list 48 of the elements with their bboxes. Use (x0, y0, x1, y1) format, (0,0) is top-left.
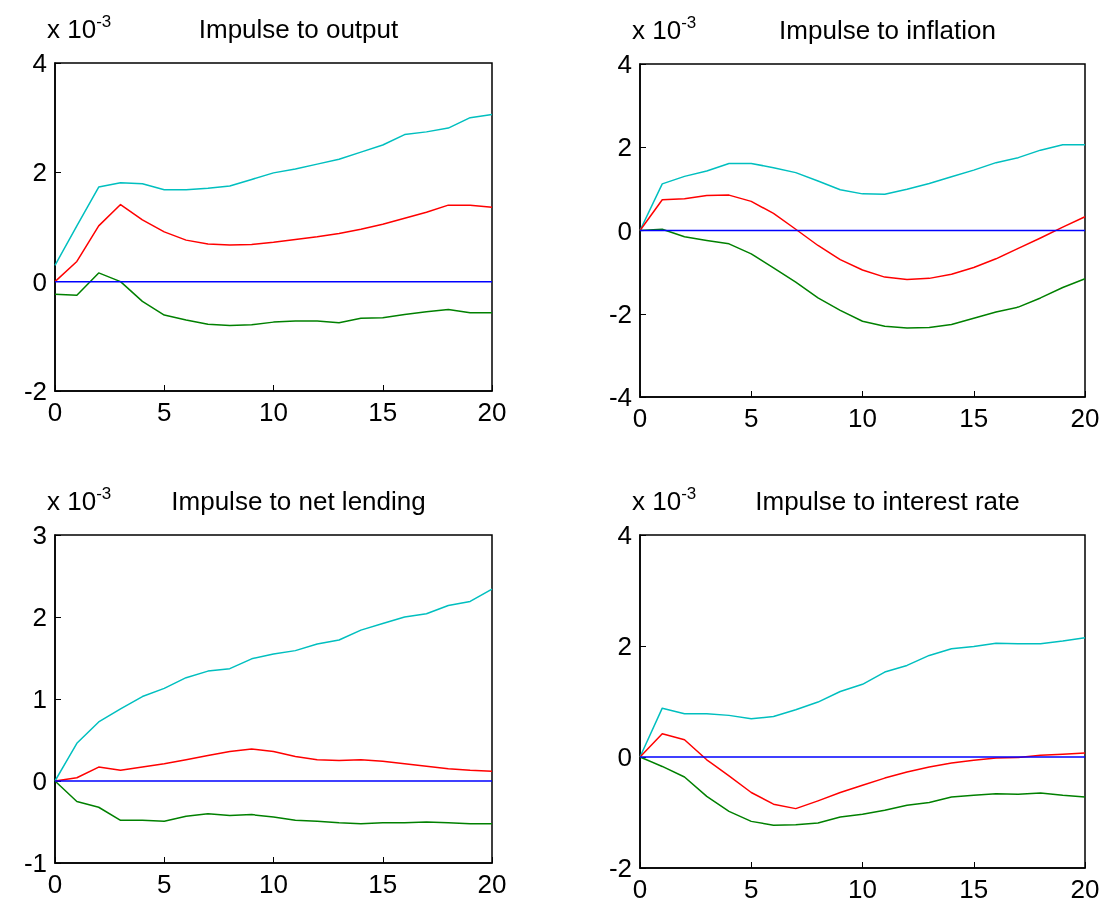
x-tick-label: 10 (848, 403, 877, 433)
y-tick-label: -2 (608, 298, 632, 329)
line-series (639, 636, 1086, 758)
chart-title: Impulse to output (198, 14, 399, 44)
line-series (639, 732, 1086, 810)
y-tick-label: 4 (617, 49, 632, 79)
x-tick-label: 5 (744, 403, 759, 433)
line-series (639, 756, 1086, 827)
y-tick-label: 2 (32, 602, 47, 632)
chart-title: Impulse to net lending (171, 486, 426, 516)
y-tick-label: 4 (617, 520, 632, 550)
y-tick-label: 3 (32, 520, 47, 550)
x-tick-label: 15 (959, 403, 989, 433)
line-series (639, 144, 1086, 232)
line-series (54, 272, 493, 327)
x-tick-label: 5 (157, 869, 172, 899)
x-tick-label: 5 (157, 397, 172, 427)
y-tick-label: 0 (617, 742, 632, 772)
y-tick-label: -2 (608, 853, 632, 883)
line-series (639, 194, 1086, 281)
chart-title: Impulse to interest rate (755, 486, 1020, 516)
line-series (54, 113, 493, 267)
line-series (54, 588, 493, 782)
x-tick-label: 20 (477, 869, 507, 899)
x-tick-label: 15 (959, 874, 989, 904)
y-tick-label: -4 (608, 382, 632, 412)
x-tick-label: 20 (477, 397, 507, 427)
x-tick-label: 5 (744, 874, 759, 904)
x-tick-label: 10 (259, 869, 288, 899)
x-tick-label: 10 (259, 397, 288, 427)
chart-title: Impulse to inflation (779, 15, 996, 45)
x-tick-label: 10 (848, 874, 877, 904)
x-tick-label: 20 (1070, 403, 1100, 433)
y-tick-label: 2 (617, 631, 632, 661)
y-tick-label: 4 (32, 48, 47, 78)
y-tick-label: 0 (32, 766, 47, 796)
y-tick-label: -2 (23, 376, 47, 406)
x-tick-label: 15 (368, 397, 398, 427)
y-tick-label: 2 (617, 132, 632, 163)
y-tick-label: 1 (32, 684, 47, 714)
x-tick-label: 15 (368, 869, 398, 899)
y-tick-label: 0 (32, 266, 47, 297)
line-series (54, 780, 493, 825)
x-tick-label: 20 (1070, 874, 1100, 904)
y-tick-label: -1 (23, 848, 47, 878)
y-tick-label: 0 (617, 215, 632, 246)
line-series (54, 203, 493, 283)
y-tick-label: 2 (32, 157, 47, 188)
